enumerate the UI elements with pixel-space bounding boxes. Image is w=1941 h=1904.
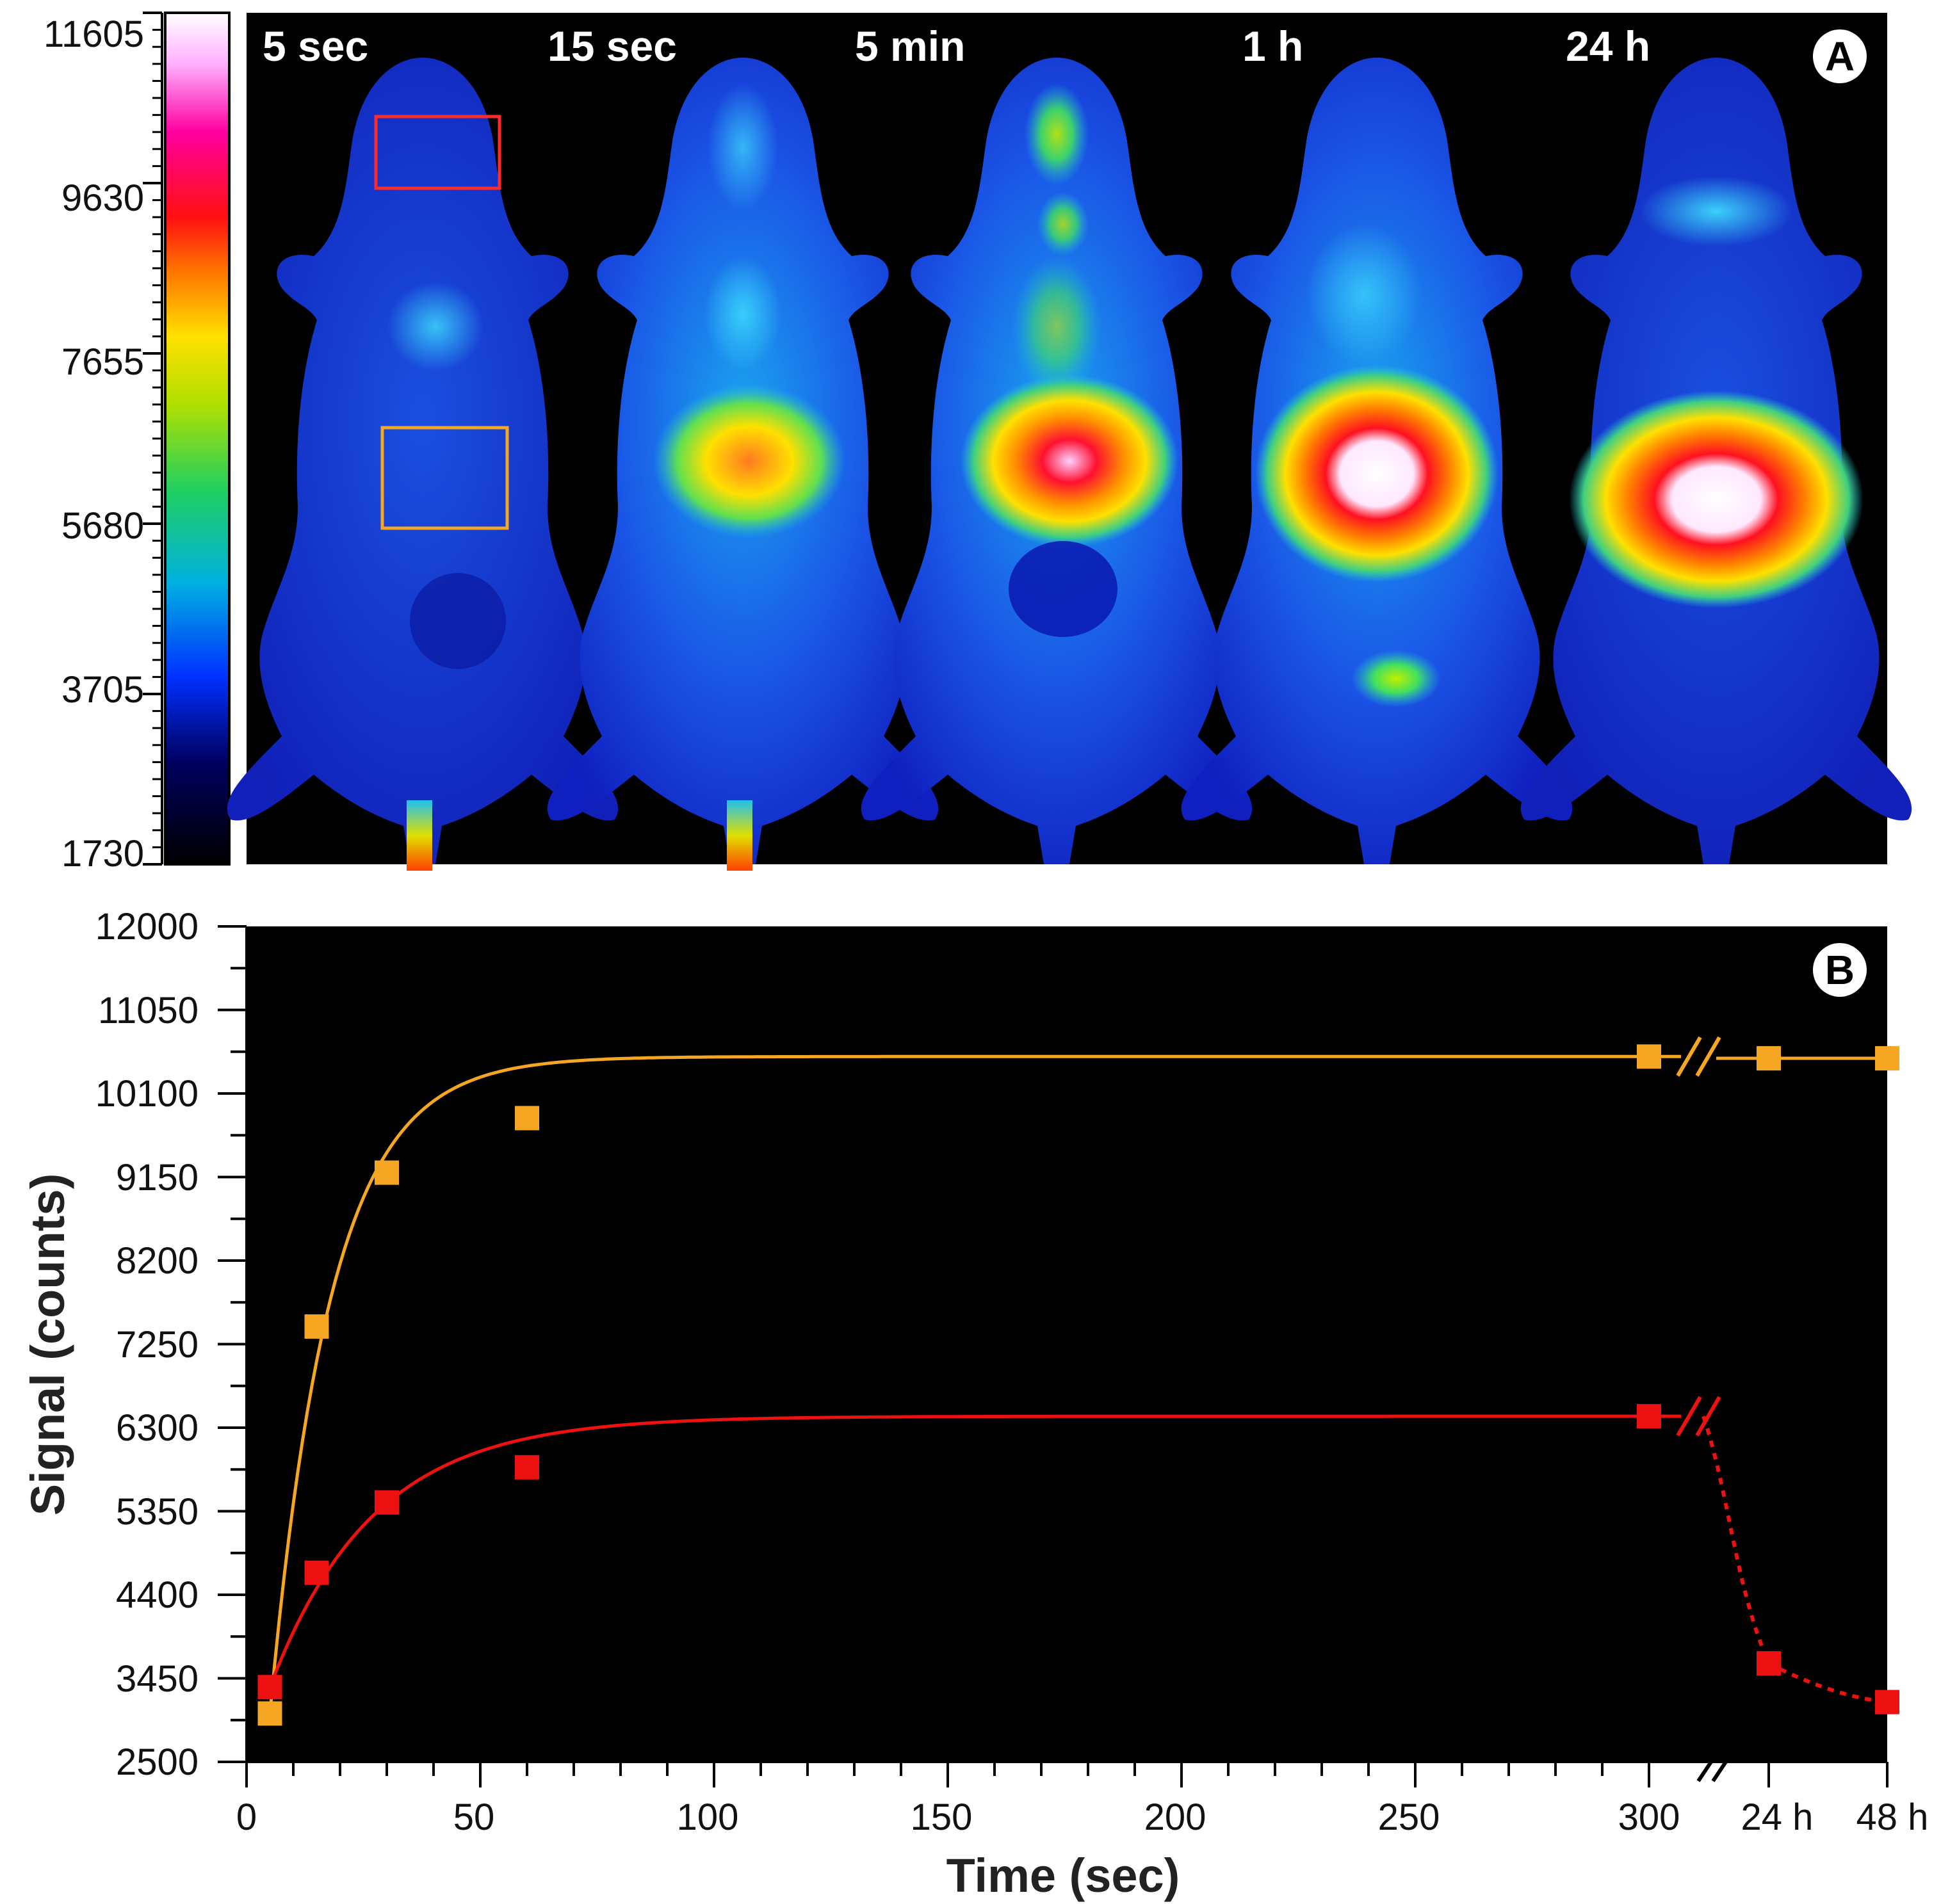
y-axis-ticks <box>218 925 247 1763</box>
x-tick-label: 48 h <box>1856 1796 1929 1838</box>
orange-roi-box <box>380 426 509 530</box>
series-red <box>257 1396 1899 1714</box>
x-tick-label: 150 <box>911 1796 973 1838</box>
panel-a-imaging: 5 sec 15 sec 5 min 1 h 24 h A <box>227 13 1912 871</box>
colorbar-ticks <box>143 12 162 866</box>
panel-b-badge <box>1813 943 1867 997</box>
data-point <box>1875 1046 1899 1071</box>
data-point <box>1637 1044 1661 1069</box>
series-line <box>268 1054 1649 1714</box>
data-point <box>1757 1651 1781 1676</box>
panel-a-badge <box>1813 29 1867 83</box>
data-point <box>375 1490 399 1515</box>
mouse-5-sec <box>227 58 619 871</box>
y-tick-label: 4400 <box>116 1574 199 1616</box>
y-tick-label: 11050 <box>98 990 199 1031</box>
series-layer <box>257 1036 1899 1726</box>
data-point <box>515 1106 539 1131</box>
panel-b-badge-letter: B <box>1825 947 1855 993</box>
y-tick-label: 7250 <box>116 1324 199 1366</box>
y-tick-label: 8200 <box>116 1240 199 1282</box>
panel-a-badge-letter: A <box>1825 33 1855 79</box>
data-point <box>257 1675 282 1700</box>
time-label: 1 h <box>1242 22 1303 70</box>
y-tick-label: 2500 <box>116 1741 199 1783</box>
data-point <box>304 1314 329 1339</box>
y-tick-label: 5350 <box>116 1491 199 1533</box>
y-tick-label: 10100 <box>95 1073 199 1115</box>
red-roi-box <box>374 115 501 190</box>
colorbar: 11605 9630 7655 5680 3705 1730 <box>44 12 231 875</box>
colorbar-tick-label: 1730 <box>61 833 144 875</box>
x-tick-label: 300 <box>1618 1796 1680 1838</box>
colorbar-tick-label: 11605 <box>44 13 144 55</box>
line-break-mark <box>1695 1036 1721 1077</box>
y-tick-label: 6300 <box>116 1407 199 1449</box>
axis-break-mark <box>1696 1745 1738 1782</box>
y-tick-label: 3450 <box>116 1658 199 1700</box>
data-point <box>515 1455 539 1480</box>
mouse-1-h <box>1181 58 1573 864</box>
colorbar-tick-label: 7655 <box>61 341 144 383</box>
data-point <box>257 1701 282 1726</box>
x-tick-label: 250 <box>1378 1796 1440 1838</box>
line-break-mark <box>1695 1396 1721 1437</box>
mouse-15-sec <box>547 58 939 871</box>
time-label: 5 sec <box>263 22 368 70</box>
x-axis-title: Time (sec) <box>946 1849 1180 1902</box>
colorbar-gradient <box>164 12 231 866</box>
line-break-mark <box>1676 1396 1702 1437</box>
x-tick-label: 0 <box>236 1796 257 1838</box>
series-orange <box>257 1036 1899 1726</box>
x-tick-label: 50 <box>453 1796 495 1838</box>
x-axis-ticks <box>245 1762 1888 1787</box>
data-point <box>1757 1046 1781 1071</box>
mouse-5-min <box>861 58 1253 864</box>
colorbar-tick-label: 9630 <box>61 177 144 219</box>
data-point <box>375 1160 399 1185</box>
line-break-mark <box>1676 1036 1702 1077</box>
x-tick-label: 200 <box>1144 1796 1206 1838</box>
y-tick-label: 9150 <box>116 1157 199 1198</box>
y-axis-title: Signal (counts) <box>21 1174 74 1515</box>
series-line <box>268 1414 1649 1688</box>
time-label: 15 sec <box>548 22 677 70</box>
data-point <box>1637 1404 1661 1429</box>
panel-b-chart: 12000 11050 10100 9150 8200 7250 6300 53… <box>21 906 1928 1902</box>
x-tick-label: 100 <box>677 1796 739 1838</box>
colorbar-tick-label: 3705 <box>61 669 144 711</box>
data-point <box>1875 1690 1899 1714</box>
y-tick-label: 12000 <box>95 906 199 948</box>
data-point <box>304 1560 329 1585</box>
time-label: 5 min <box>855 22 965 70</box>
x-tick-label: 24 h <box>1741 1796 1814 1838</box>
colorbar-tick-label: 5680 <box>61 505 144 547</box>
time-label: 24 h <box>1566 22 1650 70</box>
plot-area <box>247 926 1887 1762</box>
mouse-24-h <box>1520 58 1912 864</box>
series-line-dashed <box>1701 1416 1888 1704</box>
